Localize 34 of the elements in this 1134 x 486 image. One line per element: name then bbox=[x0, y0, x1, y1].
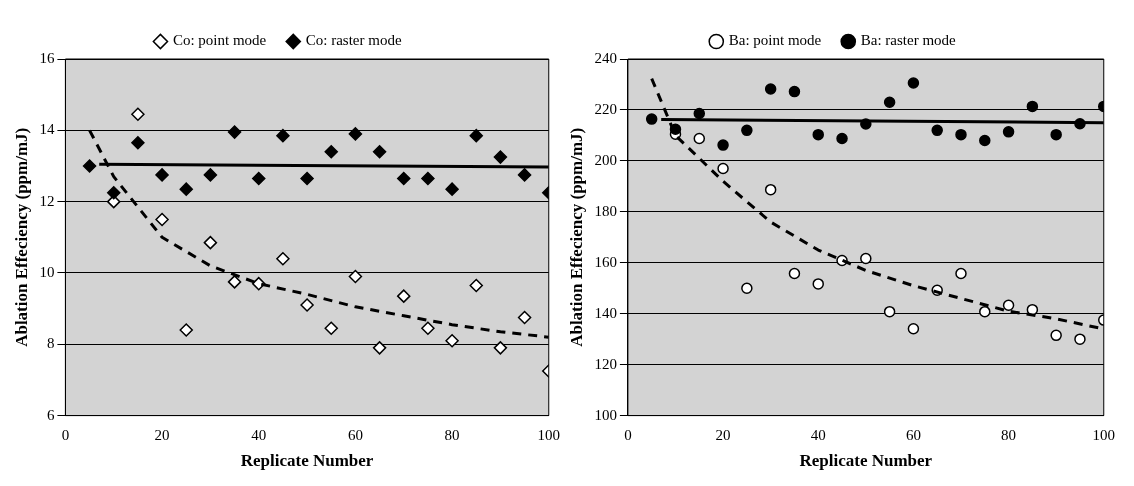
x-tick-label: 0 bbox=[61, 426, 70, 443]
x-axis-title: Replicate Number bbox=[240, 451, 374, 471]
x-tick-label: 60 bbox=[905, 426, 921, 443]
y-tick-label: 8 bbox=[46, 335, 55, 352]
legend-label: Co: raster mode bbox=[305, 32, 402, 49]
y-tick-label: 6 bbox=[46, 406, 55, 423]
x-tick-label: 40 bbox=[810, 426, 826, 443]
legend-label: Co: point mode bbox=[172, 32, 267, 49]
y-tick-label: 120 bbox=[594, 355, 617, 372]
y-tick-label: 240 bbox=[594, 49, 617, 66]
x-tick-label: 0 bbox=[624, 426, 632, 443]
y-tick-label: 220 bbox=[594, 100, 617, 117]
y-tick-label: 100 bbox=[594, 406, 617, 423]
y-axis-title: Ablation Effeciency (ppm/mJ) bbox=[566, 127, 586, 347]
y-tick-label: 160 bbox=[594, 253, 617, 270]
y-axis-title: Ablation Effeciency (ppm/mJ) bbox=[11, 127, 31, 347]
x-tick-label: 40 bbox=[251, 426, 267, 443]
y-tick-label: 14 bbox=[39, 121, 55, 138]
legend-label: Ba: point mode bbox=[728, 32, 822, 49]
y-tick-label: 140 bbox=[594, 304, 617, 321]
y-tick-label: 12 bbox=[39, 192, 55, 209]
x-tick-label: 100 bbox=[1092, 426, 1115, 443]
x-tick-label: 80 bbox=[444, 426, 460, 443]
x-tick-label: 60 bbox=[347, 426, 363, 443]
x-tick-label: 20 bbox=[154, 426, 170, 443]
y-tick-label: 16 bbox=[39, 49, 55, 66]
x-tick-label: 20 bbox=[715, 426, 731, 443]
y-tick-label: 180 bbox=[594, 202, 617, 219]
y-tick-label: 200 bbox=[594, 151, 617, 168]
x-tick-label: 80 bbox=[1001, 426, 1017, 443]
y-tick-label: 10 bbox=[39, 263, 55, 280]
legend-label: Ba: raster mode bbox=[860, 32, 957, 49]
x-axis-title: Replicate Number bbox=[799, 451, 933, 471]
x-tick-label: 100 bbox=[537, 426, 560, 443]
